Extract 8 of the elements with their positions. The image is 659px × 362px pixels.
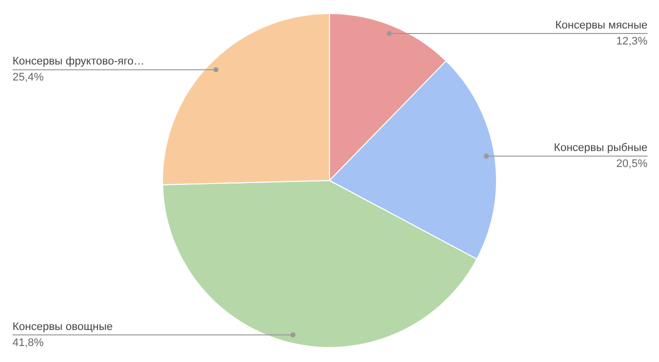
slice-label: Консервы рыбные <box>554 142 648 154</box>
data-label: 12,3% <box>616 36 648 48</box>
data-label: 41,8% <box>12 336 44 349</box>
data-label: 25,4% <box>12 72 44 84</box>
slice-label: Консервы овощные <box>12 320 113 333</box>
slice-label: Консервы фруктово-яго… <box>12 56 144 68</box>
slice-label: Консервы мясные <box>555 20 648 32</box>
data-label: 20,5% <box>616 158 648 170</box>
